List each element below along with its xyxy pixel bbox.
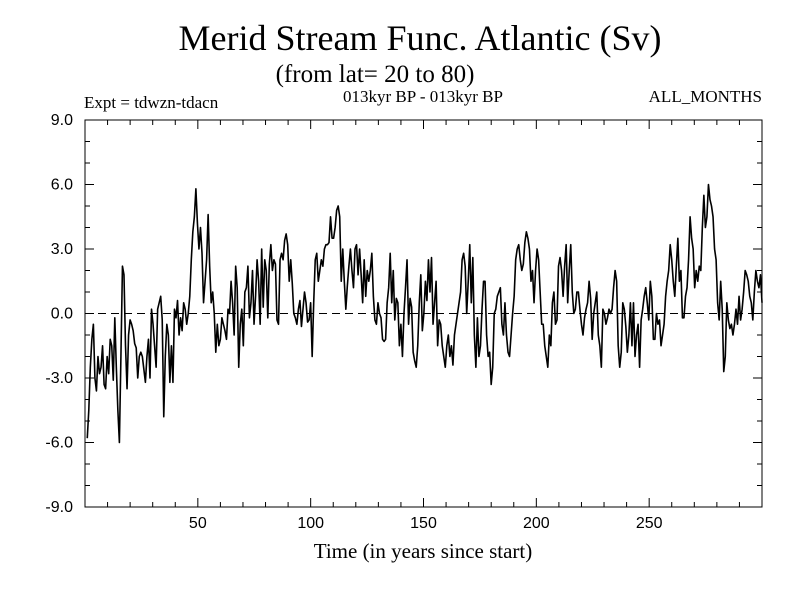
axes: 50 100 150 200 250 9.0 6.0 3.0 0.0 -3.0 -6.0 -9.0 xyxy=(45,112,763,532)
y-tick-label: 0.0 xyxy=(51,306,73,323)
y-tick-label: -3.0 xyxy=(45,370,73,387)
y-tick-label: 6.0 xyxy=(51,177,73,194)
chart-title: Merid Stream Func. Atlantic (Sv) xyxy=(179,18,662,58)
x-tick-label: 50 xyxy=(189,515,207,532)
plot-area xyxy=(85,183,763,444)
x-tick-label: 250 xyxy=(636,515,663,532)
x-tick-label: 100 xyxy=(297,515,324,532)
x-axis-label: Time (in years since start) xyxy=(314,539,533,563)
season-label: ALL_MONTHS xyxy=(649,87,762,106)
period-label: 013kyr BP - 013kyr BP xyxy=(343,87,503,106)
x-tick-label: 150 xyxy=(410,515,437,532)
y-tick-label: -6.0 xyxy=(45,435,73,452)
y-tick-label: 3.0 xyxy=(51,241,73,258)
x-tick-label: 200 xyxy=(523,515,550,532)
series-line-0 xyxy=(86,183,763,444)
y-tick-label: 9.0 xyxy=(51,112,73,129)
y-tick-label: -9.0 xyxy=(45,499,73,516)
chart-subtitle: (from lat= 20 to 80) xyxy=(276,61,475,88)
experiment-label: Expt = tdwzn-tdacn xyxy=(84,93,219,112)
